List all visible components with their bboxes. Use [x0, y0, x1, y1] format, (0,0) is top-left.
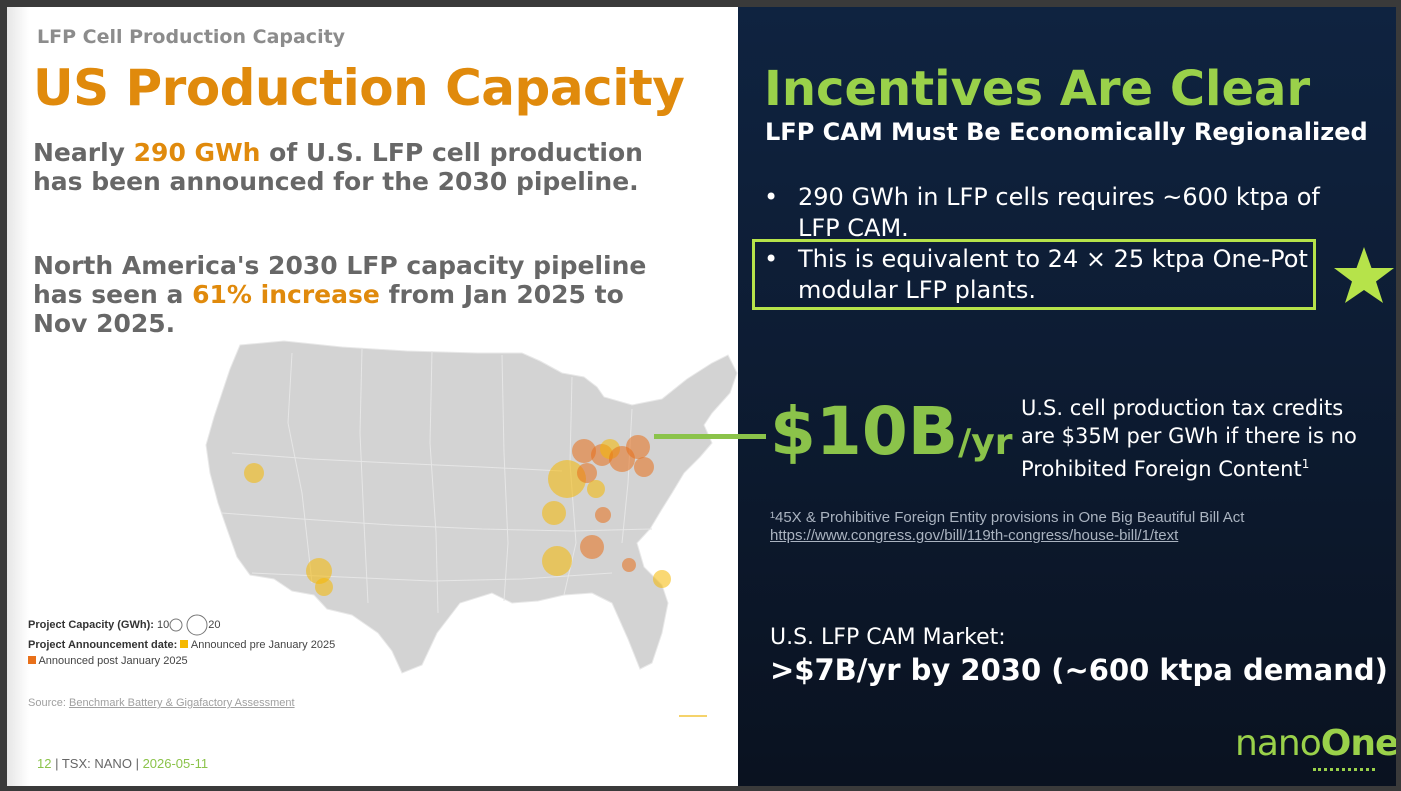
footnote: ¹45X & Prohibitive Foreign Entity provis…: [770, 509, 1244, 545]
legend-capacity: Project Capacity (GWh): 10 20: [28, 614, 221, 636]
market-label: U.S. LFP CAM Market:: [770, 625, 1006, 650]
footer-date: 2026-05-11: [142, 756, 209, 771]
paragraph-1: Nearly 290 GWh of U.S. LFP cell producti…: [33, 138, 673, 196]
footnote-text: ¹45X & Prohibitive Foreign Entity provis…: [770, 509, 1245, 526]
paragraph-2-pre: North America's 2030 LFP capacity pipeli…: [33, 251, 647, 309]
logo-dots: [1313, 768, 1375, 774]
project-bubble: [548, 460, 586, 498]
legend-date: Project Announcement date: Announced pre…: [28, 639, 335, 651]
star-shape: [1334, 247, 1394, 303]
footnote-link[interactable]: https://www.congress.gov/bill/119th-cong…: [770, 527, 1179, 544]
legend-pre-label: Announced pre January 2025: [190, 639, 336, 651]
paragraph-2-post: from Jan 2025 to Nov 2025.: [33, 280, 624, 338]
legend-capacity-label: Project Capacity (GWh):: [28, 618, 154, 631]
right-panel: Incentives Are Clear LFP CAM Must Be Eco…: [738, 7, 1396, 786]
project-bubbles: [244, 435, 671, 596]
paragraph-1-highlight: 290 GWh: [133, 138, 261, 167]
slide-footer: 12 | TSX: NANO | 2026-05-11: [37, 756, 208, 771]
big-value: $10B/yr: [770, 393, 1012, 470]
logo-one: One: [1320, 723, 1396, 764]
connector-line: [654, 434, 766, 439]
slide-title: US Production Capacity: [33, 59, 685, 117]
legend-capacity-large: 20: [208, 618, 221, 631]
project-bubble: [634, 457, 654, 477]
bullet-2-text: This is equivalent to 24 × 25 ktpa One-P…: [798, 245, 1308, 304]
project-bubble: [595, 507, 611, 523]
logo-nano: nano: [1235, 723, 1322, 764]
project-bubble: [653, 570, 671, 588]
legend-post-swatch: [28, 656, 36, 664]
legend-post-label: Announced post January 2025: [38, 655, 188, 667]
legend-bubble-large-icon: [186, 614, 208, 636]
big-value-unit: /yr: [958, 422, 1013, 463]
big-value-number: $10B: [770, 393, 959, 470]
footer-sep-2: |: [135, 756, 143, 771]
highlight-box: [752, 239, 1316, 310]
legend-bubble-small-icon: [169, 618, 183, 632]
project-bubble: [626, 435, 650, 459]
legend-capacity-small: 10: [156, 618, 170, 631]
us-map-outline: [205, 340, 738, 674]
project-bubble: [622, 558, 636, 572]
project-bubble: [577, 463, 597, 483]
project-bubble: [587, 480, 605, 498]
legend-post: Announced post January 2025: [28, 655, 188, 667]
map-tick-mark: [679, 715, 707, 717]
page-number: 12: [37, 756, 52, 771]
left-panel: LFP Cell Production Capacity US Producti…: [7, 7, 738, 786]
source-label: Source:: [28, 697, 66, 709]
paragraph-1-pre: Nearly: [33, 138, 134, 167]
us-capacity-map: [205, 340, 738, 674]
source-note: Source: Benchmark Battery & Gigafactory …: [28, 697, 295, 709]
star-icon: [1334, 247, 1394, 303]
ticker: TSX: NANO: [61, 756, 132, 771]
tax-credit-body: U.S. cell production tax credits are $35…: [1021, 396, 1357, 481]
slide: LFP Cell Production Capacity US Producti…: [7, 7, 1396, 786]
paragraph-2-highlight: 61% increase: [192, 280, 380, 309]
project-bubble: [315, 578, 333, 596]
project-bubble: [572, 439, 596, 463]
bullet-1: • 290 GWh in LFP cells requires ~600 ktp…: [764, 182, 1364, 244]
market-value: >$7B/yr by 2030 (~600 ktpa demand): [770, 653, 1388, 687]
footer-sep-1: |: [55, 756, 62, 771]
right-title: Incentives Are Clear: [764, 61, 1311, 117]
bullet-dot: •: [764, 245, 779, 273]
nano-one-logo: nanoOne: [1235, 723, 1396, 764]
source-link[interactable]: Benchmark Battery & Gigafactory Assessme…: [68, 697, 295, 709]
paragraph-1-post: of U.S. LFP cell production has been ann…: [33, 138, 643, 196]
tax-credit-text: U.S. cell production tax credits are $35…: [1021, 394, 1381, 483]
project-bubble: [542, 501, 566, 525]
right-subtitle: LFP CAM Must Be Economically Regionalize…: [765, 118, 1368, 146]
bullet-2: • This is equivalent to 24 × 25 ktpa One…: [764, 244, 1364, 306]
project-bubble: [244, 463, 264, 483]
project-bubble: [306, 558, 332, 584]
project-bubble: [580, 535, 604, 559]
bullet-1-text: 290 GWh in LFP cells requires ~600 ktpa …: [798, 183, 1320, 242]
legend-pre-swatch: [180, 640, 189, 648]
kicker: LFP Cell Production Capacity: [37, 26, 346, 48]
tax-credit-sup: 1: [1301, 457, 1310, 471]
bullet-dot: •: [764, 183, 779, 211]
legend-date-label: Project Announcement date:: [28, 639, 178, 651]
project-bubble: [542, 546, 572, 576]
paragraph-2: North America's 2030 LFP capacity pipeli…: [33, 251, 673, 338]
